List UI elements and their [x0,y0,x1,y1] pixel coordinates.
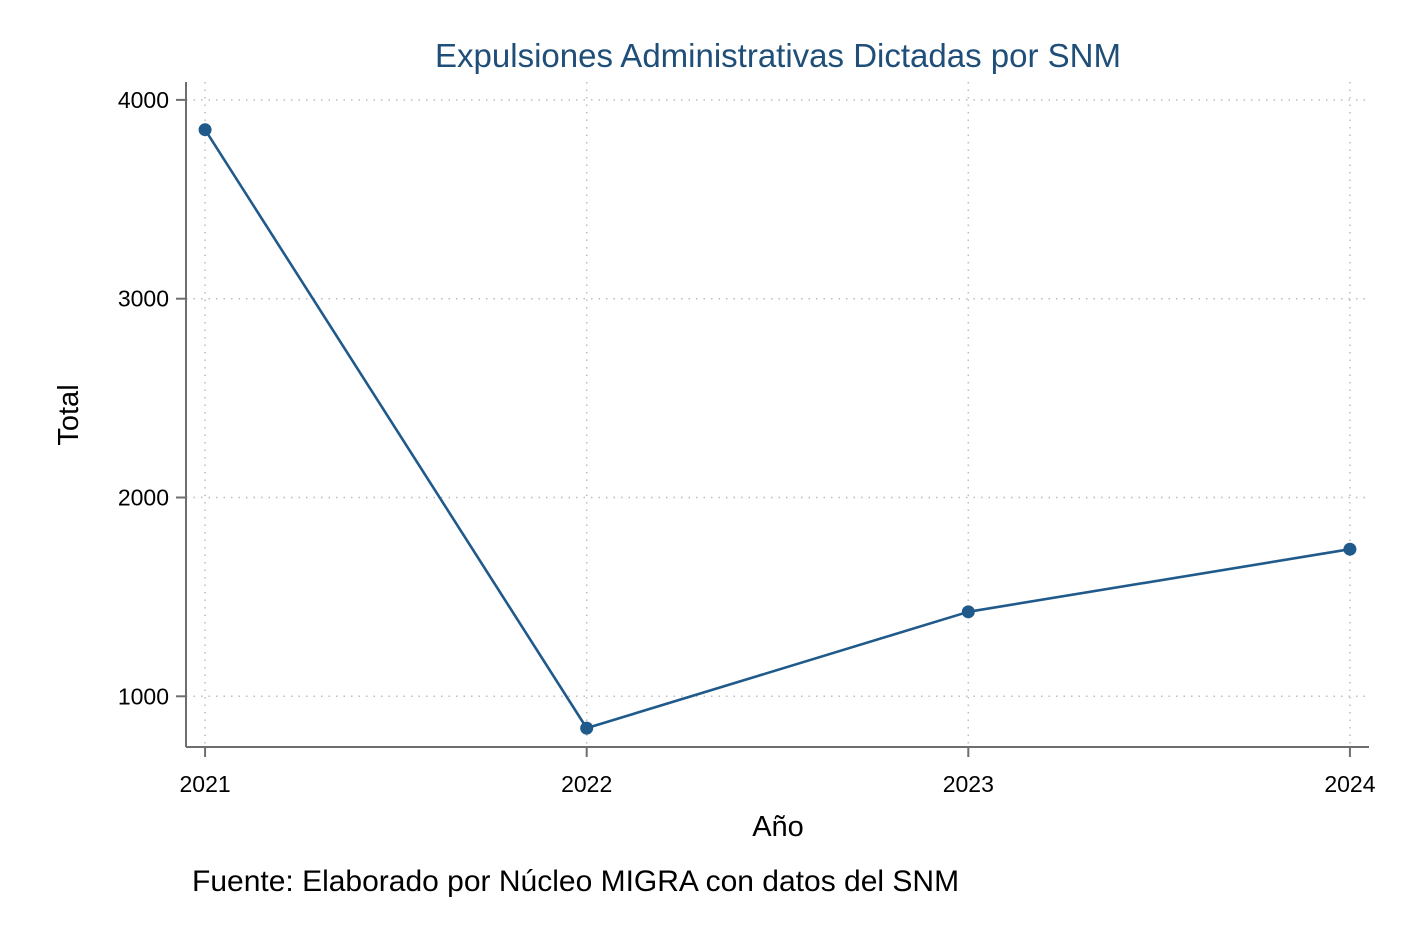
y-tick-label: 4000 [118,87,169,113]
grid [186,82,1369,747]
series-line [203,129,1351,730]
x-tick-label: 2024 [1324,771,1375,797]
y-tick-label: 1000 [118,683,169,709]
x-axis-label: Año [752,811,804,843]
tick-labels: 1000 2000 3000 4000 2021 2022 2023 2024 [118,87,1376,797]
data-point [198,123,212,137]
data-point [580,721,594,735]
x-tick-label: 2023 [943,771,994,797]
series [198,123,1357,735]
source-note: Fuente: Elaborado por Núcleo MIGRA con d… [192,865,959,898]
data-point [961,605,975,619]
chart-title: Expulsiones Administrativas Dictadas por… [435,37,1121,74]
x-tick-label: 2022 [561,771,612,797]
y-axis-label: Total [53,384,85,445]
data-point [1343,542,1357,556]
x-tick-label: 2021 [179,771,230,797]
axes [176,82,1369,757]
y-tick-label: 2000 [118,485,169,511]
y-tick-label: 3000 [118,286,169,312]
